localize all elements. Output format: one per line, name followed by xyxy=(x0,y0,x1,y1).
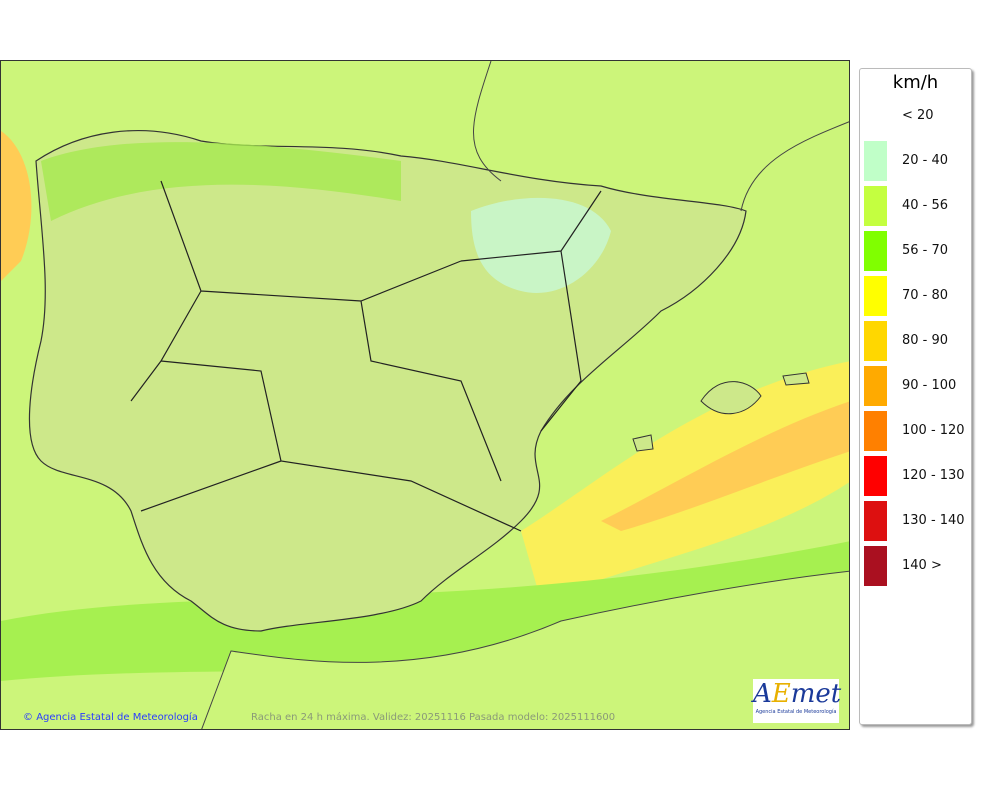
aemet-logo: AEmet Agencia Estatal de Meteorología xyxy=(753,679,841,723)
north-green-strip xyxy=(41,142,401,221)
legend-swatch xyxy=(864,321,887,361)
legend-item: 56 - 70 xyxy=(864,231,969,271)
legend-swatch xyxy=(864,186,887,226)
legend-swatch xyxy=(864,546,887,586)
credit-text: Agencia Estatal de Meteorología xyxy=(36,712,198,723)
legend-label: 140 > xyxy=(902,558,942,573)
legend-label: 56 - 70 xyxy=(902,243,949,258)
legend-label: 100 - 120 xyxy=(902,423,965,438)
legend-item: 100 - 120 xyxy=(864,411,969,451)
legend-item: < 20 xyxy=(864,96,969,136)
legend-label: 20 - 40 xyxy=(902,153,949,168)
copyright-credit: © Agencia Estatal de Meteorología xyxy=(23,712,198,723)
legend-swatch xyxy=(864,456,887,496)
legend-swatch xyxy=(864,231,887,271)
legend-swatch xyxy=(864,276,887,316)
legend-label: 40 - 56 xyxy=(902,198,949,213)
legend-swatch xyxy=(864,366,887,406)
legend-item: 140 > xyxy=(864,546,969,586)
mallorca xyxy=(700,381,762,415)
legend-label: 130 - 140 xyxy=(902,513,965,528)
legend-swatch xyxy=(864,411,887,451)
wind-gust-map[interactable]: © Agencia Estatal de Meteorología Racha … xyxy=(0,60,850,730)
legend-item: 90 - 100 xyxy=(864,366,969,406)
legend-swatch xyxy=(864,141,887,181)
map-caption: Racha en 24 h máxima. Validez: 20251116 … xyxy=(251,712,616,723)
legend-item: 120 - 130 xyxy=(864,456,969,496)
legend-item: 70 - 80 xyxy=(864,276,969,316)
region-borders xyxy=(130,180,602,532)
france-coast xyxy=(473,61,849,212)
legend-swatch xyxy=(864,501,887,541)
atlantic-yellow xyxy=(1,131,32,281)
legend-item: 80 - 90 xyxy=(864,321,969,361)
map-canvas xyxy=(1,61,849,729)
legend-label: 90 - 100 xyxy=(902,378,957,393)
legend: km/h < 20 20 - 40 40 - 56 56 - 70 70 - 80 80 … xyxy=(859,68,972,725)
sea-orange-band xyxy=(601,401,849,531)
africa-land xyxy=(201,570,849,729)
legend-item: 40 - 56 xyxy=(864,186,969,226)
ibiza xyxy=(632,434,654,452)
legend-item: 20 - 40 xyxy=(864,141,969,181)
ebro-low-gust xyxy=(471,197,611,293)
legend-label: 120 - 130 xyxy=(902,468,965,483)
legend-label: 80 - 90 xyxy=(902,333,949,348)
legend-label: 70 - 80 xyxy=(902,288,949,303)
legend-label: < 20 xyxy=(902,108,934,123)
menorca xyxy=(782,372,810,386)
legend-item: 130 - 140 xyxy=(864,501,969,541)
legend-unit: km/h xyxy=(892,72,939,93)
